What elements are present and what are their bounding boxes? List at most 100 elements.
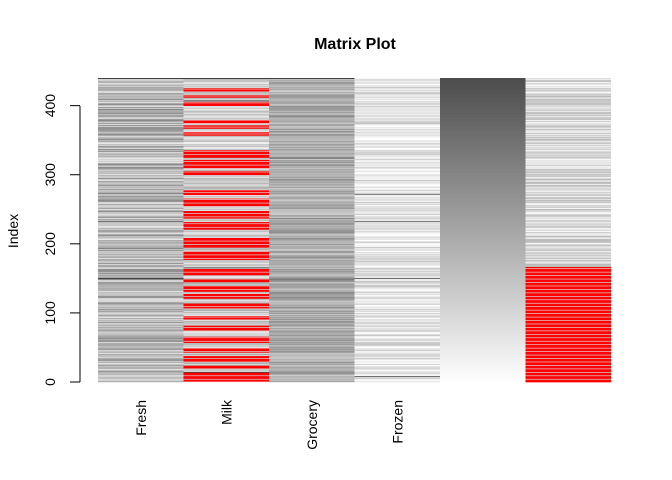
heatmap-cell [269,252,355,254]
heatmap-cell [98,332,184,334]
heatmap-cell [269,111,355,113]
heatmap-cell [269,142,355,144]
heatmap-cell [98,136,184,138]
heatmap-cell [525,343,611,345]
heatmap-cell [183,105,269,107]
heatmap-cell [98,116,184,118]
heatmap-cell [440,162,526,164]
heatmap-cell [183,127,269,129]
heatmap-cell [440,377,526,379]
heatmap-cell [525,127,611,129]
heatmap-cell [525,176,611,178]
heatmap-cell [183,176,269,178]
heatmap-cell [525,361,611,363]
heatmap-cell [98,89,184,91]
heatmap-cell [183,146,269,148]
heatmap-cell [269,297,355,299]
heatmap-cell [525,306,611,308]
heatmap-cell [354,241,440,243]
heatmap-cell [525,312,611,314]
heatmap-cell [98,241,184,243]
heatmap-cell [525,295,611,297]
heatmap-cell [183,303,269,305]
heatmap-cell [183,271,269,273]
heatmap-cell [269,176,355,178]
heatmap-cell [354,359,440,361]
heatmap-cell [440,256,526,258]
heatmap-cell [269,92,355,94]
y-axis-label: Index [5,214,21,248]
heatmap-cell [525,151,611,153]
heatmap-cell [440,260,526,262]
heatmap-cell [183,330,269,332]
heatmap-cell [98,371,184,373]
heatmap-cell [269,236,355,238]
heatmap-cell [440,369,526,371]
heatmap-cell [269,226,355,228]
heatmap-cell [440,133,526,135]
heatmap-cell [269,109,355,111]
heatmap-cell [354,369,440,371]
heatmap-cell [269,350,355,352]
heatmap-cell [98,301,184,303]
heatmap-cell [98,201,184,203]
heatmap-cell [183,338,269,340]
heatmap-cell [183,178,269,180]
heatmap-cell [98,183,184,185]
heatmap-cell [525,93,611,95]
heatmap-cell [269,297,355,299]
heatmap-cell [525,180,611,182]
heatmap-cell [440,258,526,260]
heatmap-cell [525,268,611,270]
heatmap-cell [354,314,440,316]
heatmap-cell [354,258,440,260]
heatmap-cell [98,216,184,218]
heatmap-cell [98,178,184,180]
heatmap-cell [183,236,269,238]
heatmap-cell [98,294,184,296]
heatmap-cell [269,184,355,186]
heatmap-cell [98,107,184,109]
y-tick-label: 100 [42,301,58,325]
heatmap-cell [269,357,355,359]
heatmap-cell [440,100,526,102]
heatmap-cell [354,131,440,133]
heatmap-cell [525,207,611,209]
heatmap-cell [525,332,611,334]
heatmap-cell [440,118,526,120]
heatmap-cell [440,283,526,285]
heatmap-cell [269,197,355,199]
heatmap-cell [98,214,184,216]
heatmap-cell [354,339,440,341]
heatmap-cell [183,214,269,216]
heatmap-cell [354,379,440,381]
heatmap-cell [98,86,184,88]
heatmap-cell [525,153,611,155]
heatmap-cell [354,87,440,89]
heatmap-cell [183,350,269,352]
heatmap-cell [183,249,269,251]
heatmap-cell [354,266,440,268]
heatmap-cell [440,365,526,367]
heatmap-cell [98,85,184,87]
heatmap-cell [183,206,269,208]
heatmap-cell [525,92,611,94]
heatmap-cell [98,153,184,155]
heatmap-cell [98,200,184,203]
heatmap-cell [440,351,526,353]
heatmap-cell [98,370,184,372]
heatmap-cell [525,107,611,109]
heatmap-cell [525,121,611,123]
heatmap-cell [440,246,526,248]
heatmap-cell [183,219,269,221]
heatmap-cell [269,306,355,308]
heatmap-cell [525,302,611,304]
heatmap-cell [354,245,440,247]
heatmap-cell [183,366,269,368]
heatmap-cell [440,159,526,161]
heatmap-cell [269,240,355,242]
heatmap-cell [98,377,184,379]
heatmap-cell [354,226,440,228]
heatmap-cell [354,244,440,246]
heatmap-cell [440,359,526,361]
